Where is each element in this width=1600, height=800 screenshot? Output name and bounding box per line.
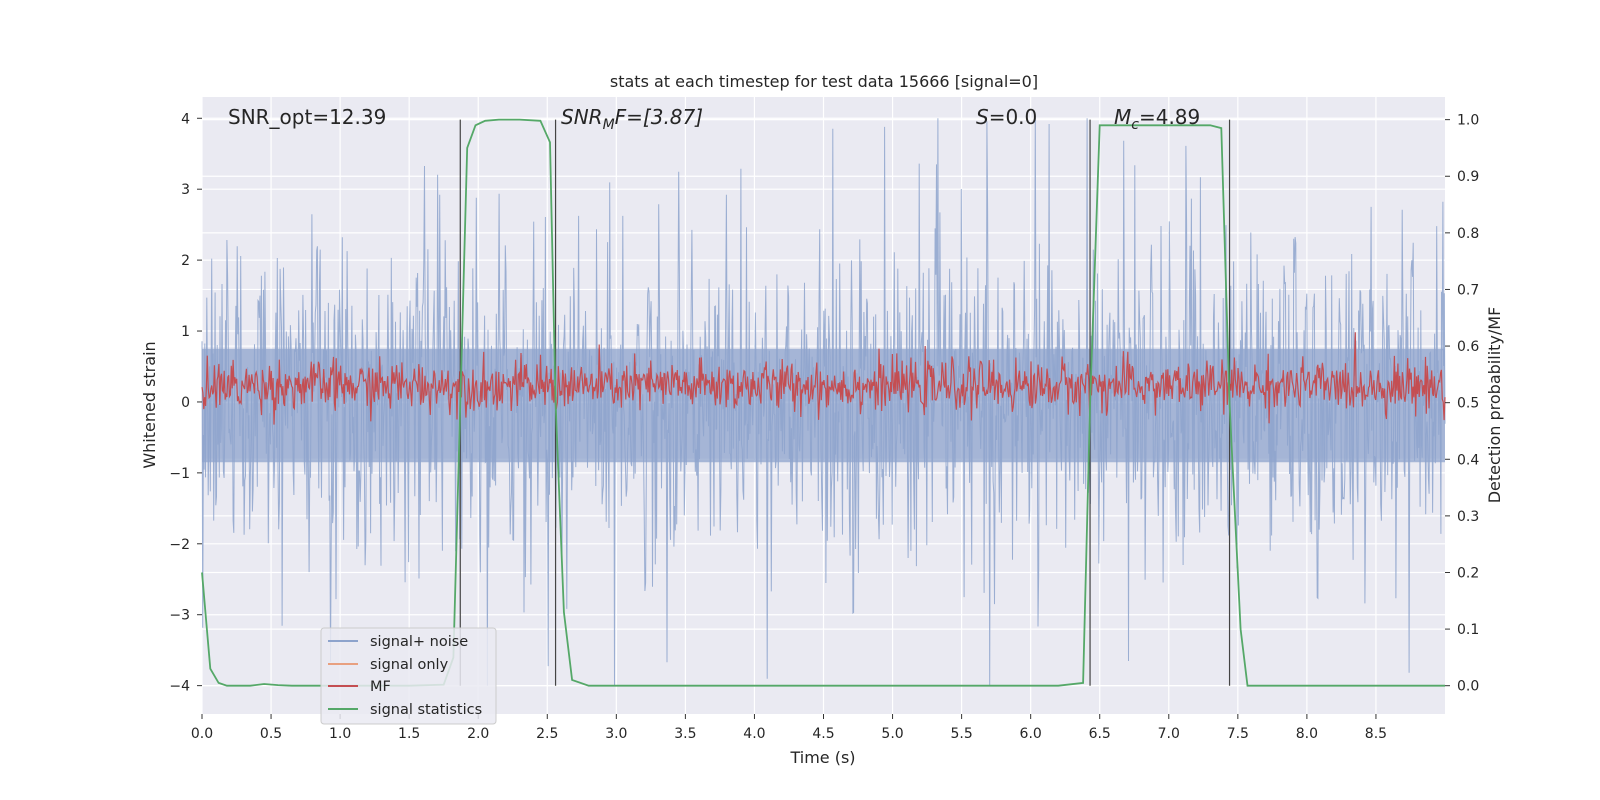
y-right-tick-label-6: 0.4 bbox=[1457, 452, 1479, 468]
signal-noise-series bbox=[201, 118, 1446, 686]
x-tick-label-15: 7.5 bbox=[1227, 726, 1249, 742]
y-right-tick-label-7: 0.3 bbox=[1457, 509, 1479, 525]
snr-mf-annotation: SNRMF=[3.87] bbox=[561, 105, 703, 133]
x-tick-label-1: 0.5 bbox=[260, 726, 282, 742]
snr-opt-annotation: SNR_opt=12.39 bbox=[228, 105, 386, 129]
mc-annotation: Mc=4.89 bbox=[1114, 105, 1200, 133]
y-left-tick-label-8: −4 bbox=[169, 679, 190, 695]
x-axis-ticks: 0.0 0.5 1.0 1.5 2.0 2.5 3.0 3.5 4.0 4.5 5.0 5.5 6.0 6… bbox=[191, 714, 1387, 742]
y-right-tick-label-3: 0.7 bbox=[1457, 282, 1479, 298]
x-axis-label: Time (s) bbox=[789, 748, 855, 767]
signal-statistics-series bbox=[201, 118, 1445, 687]
legend-label-signal-only: signal only bbox=[370, 657, 449, 673]
s-annotation: S=0.0 bbox=[976, 105, 1037, 129]
x-tick-label-12: 6.0 bbox=[1020, 726, 1042, 742]
y-left-tick-label-0: 4 bbox=[181, 111, 190, 127]
legend: signal+ noise signal only MF signal stat… bbox=[320, 627, 497, 725]
y-right-tick-label-8: 0.2 bbox=[1457, 565, 1479, 581]
y-right-tick-label-1: 0.9 bbox=[1457, 169, 1479, 185]
y-right-tick-label-10: 0.0 bbox=[1457, 679, 1479, 695]
x-tick-label-4: 2.0 bbox=[467, 726, 489, 742]
legend-label-signal-noise: signal+ noise bbox=[370, 634, 468, 650]
mf-line bbox=[201, 332, 1446, 425]
x-tick-label-13: 6.5 bbox=[1089, 726, 1111, 742]
y-right-axis-ticks: 1.0 0.9 0.8 0.7 0.6 0.5 0.4 0.3 0.2 0.1 0.0 bbox=[1445, 113, 1479, 695]
legend-label-signal-statistics: signal statistics bbox=[370, 702, 482, 718]
x-tick-label-16: 8.0 bbox=[1296, 726, 1318, 742]
chart-title: stats at each timestep for test data 156… bbox=[610, 72, 1038, 91]
mf-series bbox=[201, 332, 1446, 425]
y-left-tick-label-1: 3 bbox=[181, 182, 190, 198]
legend-label-mf: MF bbox=[370, 679, 391, 695]
y-right-tick-label-2: 0.8 bbox=[1457, 226, 1479, 242]
x-tick-label-17: 8.5 bbox=[1365, 726, 1387, 742]
x-tick-label-5: 2.5 bbox=[536, 726, 558, 742]
x-tick-label-0: 0.0 bbox=[191, 726, 213, 742]
x-tick-label-6: 3.0 bbox=[605, 726, 627, 742]
x-tick-label-2: 1.0 bbox=[329, 726, 351, 742]
x-tick-label-3: 1.5 bbox=[398, 726, 420, 742]
y-left-tick-label-7: −3 bbox=[169, 608, 190, 624]
x-tick-label-8: 4.0 bbox=[743, 726, 765, 742]
x-tick-label-11: 5.5 bbox=[950, 726, 972, 742]
y-left-tick-label-2: 2 bbox=[181, 253, 190, 269]
x-tick-label-7: 3.5 bbox=[674, 726, 696, 742]
y-right-axis-label: Detection probability/MF bbox=[1485, 307, 1504, 504]
x-tick-label-9: 4.5 bbox=[812, 726, 834, 742]
y-left-tick-label-5: −1 bbox=[169, 466, 190, 482]
y-left-tick-label-4: 0 bbox=[181, 395, 190, 411]
x-tick-label-10: 5.0 bbox=[881, 726, 903, 742]
y-left-tick-label-3: 1 bbox=[181, 324, 190, 340]
y-left-axis-ticks: 4 3 2 1 0 −1 −2 −3 −4 bbox=[169, 111, 202, 695]
legend-box bbox=[320, 627, 497, 725]
signal-noise-band bbox=[202, 348, 1445, 463]
y-right-tick-label-4: 0.6 bbox=[1457, 339, 1479, 355]
y-left-axis-label: Whitened strain bbox=[140, 341, 159, 468]
y-right-tick-label-9: 0.1 bbox=[1457, 622, 1479, 638]
signal-statistics-line bbox=[201, 118, 1445, 687]
y-right-tick-label-0: 1.0 bbox=[1457, 113, 1479, 129]
x-tick-label-14: 7.0 bbox=[1158, 726, 1180, 742]
y-right-tick-label-5: 0.5 bbox=[1457, 396, 1479, 412]
y-left-tick-label-6: −2 bbox=[169, 537, 190, 553]
